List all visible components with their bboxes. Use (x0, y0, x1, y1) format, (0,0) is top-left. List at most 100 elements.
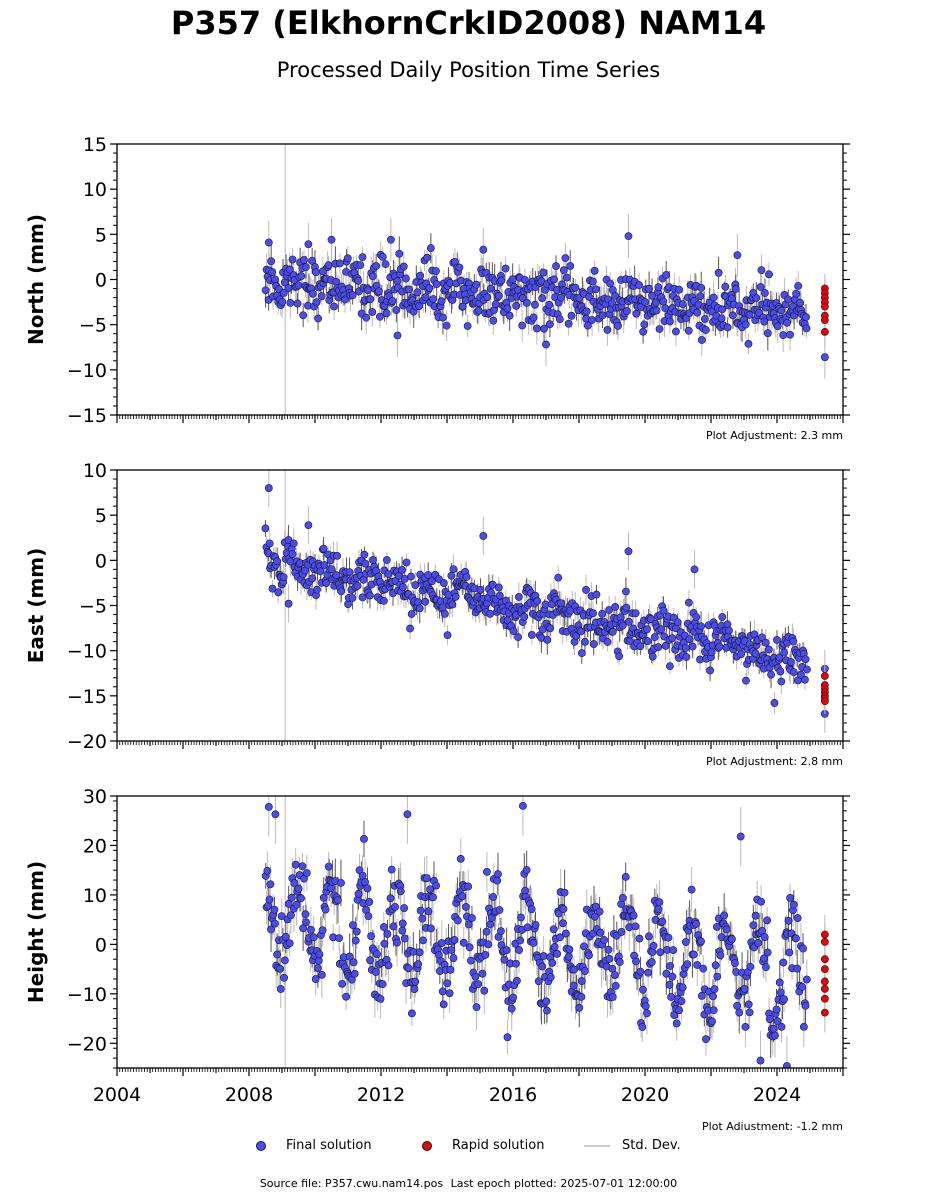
final-point (683, 960, 692, 969)
final-point (400, 904, 409, 912)
source-footer: Source file: P357.cwu.nam14.pos Last epo… (0, 1177, 937, 1190)
final-point (426, 885, 434, 894)
final-point (407, 572, 415, 581)
legend: Final solution Rapid solution Std. Dev. (250, 1138, 710, 1158)
final-point (770, 699, 779, 707)
final-point (693, 308, 702, 317)
final-point (284, 899, 293, 908)
final-point (649, 941, 658, 950)
final-point (639, 985, 647, 994)
final-point (379, 597, 388, 605)
final-point (366, 956, 374, 965)
final-point (291, 860, 300, 869)
final-point (489, 893, 498, 901)
final-point (438, 603, 447, 612)
final-point (685, 635, 694, 644)
final-point (622, 307, 631, 315)
final-point (471, 972, 480, 981)
final-point (655, 898, 664, 907)
final-point (366, 295, 375, 304)
final-point (503, 304, 512, 313)
final-point (437, 297, 446, 306)
final-point (640, 320, 649, 329)
final-point (289, 539, 298, 548)
final-point (354, 889, 363, 898)
final-point (302, 869, 311, 877)
final-point (386, 894, 395, 903)
legend-rapid-label: Rapid solution (452, 1138, 545, 1153)
final-point-outlier (271, 810, 280, 819)
final-point (771, 1031, 779, 1040)
final-point (353, 581, 362, 590)
final-point (495, 591, 504, 600)
final-point (673, 618, 682, 627)
axes-frame (116, 143, 844, 416)
final-point (760, 317, 769, 326)
final-point (624, 617, 633, 626)
final-point (672, 1019, 681, 1028)
chart-subtitle: Processed Daily Position Time Series (276, 58, 661, 82)
final-point (491, 300, 500, 309)
final-point (458, 302, 467, 311)
final-point (288, 893, 296, 902)
final-point (432, 267, 440, 275)
final-point (636, 967, 645, 976)
final-point (317, 970, 326, 979)
final-point (285, 265, 294, 274)
final-point (453, 916, 462, 925)
final-point-outlier (756, 1056, 765, 1065)
final-point (557, 599, 565, 608)
final-point (611, 982, 620, 990)
final-point (459, 938, 468, 947)
y-tick-label: 0 (95, 270, 107, 292)
final-point (378, 252, 387, 261)
final-point (777, 306, 786, 315)
final-point (540, 324, 548, 333)
final-point-outlier (736, 832, 745, 841)
final-point (373, 950, 381, 959)
final-point (796, 298, 804, 307)
final-point (456, 854, 465, 863)
final-point (493, 876, 502, 885)
final-point (482, 927, 491, 936)
final-point (761, 289, 769, 297)
final-point (382, 556, 391, 564)
chart-title: P357 (ElkhornCrkID2008) NAM14 (170, 4, 767, 42)
final-point (494, 870, 502, 879)
final-point (465, 943, 474, 952)
final-point (366, 591, 374, 600)
final-point (591, 285, 600, 294)
final-point (301, 910, 310, 919)
final-point (445, 989, 454, 998)
x-tick-label: 2016 (489, 1084, 537, 1106)
final-point (763, 329, 772, 338)
final-point (523, 923, 532, 932)
final-point (345, 952, 354, 961)
final-point (618, 893, 627, 902)
final-point (757, 266, 766, 275)
final-point (678, 300, 687, 309)
final-point (314, 314, 322, 323)
final-point (462, 902, 470, 911)
final-point (777, 1022, 786, 1031)
final-point (474, 306, 483, 315)
rapid-point (820, 965, 829, 973)
final-point (731, 285, 740, 293)
final-point (696, 292, 705, 301)
final-point (416, 906, 425, 915)
final-point-outlier (820, 353, 829, 362)
final-point (415, 948, 424, 957)
final-point (429, 893, 437, 902)
final-point (410, 985, 419, 993)
final-point (384, 961, 393, 970)
final-point (398, 919, 407, 928)
final-point (432, 280, 441, 289)
final-point (512, 301, 521, 310)
final-point (779, 958, 788, 967)
final-point (645, 284, 653, 293)
final-point (581, 637, 589, 646)
final-point (779, 331, 788, 340)
final-point (292, 900, 301, 909)
final-point (545, 300, 554, 309)
final-point (677, 997, 686, 1005)
